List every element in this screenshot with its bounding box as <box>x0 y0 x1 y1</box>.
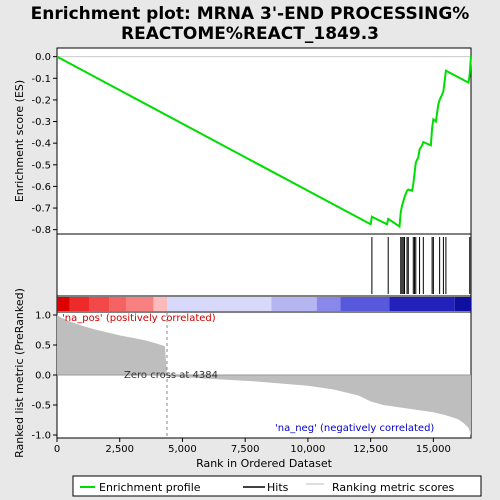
heat-band-segment-10 <box>389 297 454 311</box>
heat-band-segment-9 <box>341 297 390 311</box>
chart-title-line-1: Enrichment plot: MRNA 3'-END PROCESSING% <box>31 4 470 24</box>
es-y-tick-label-8: -0.8 <box>31 225 51 236</box>
heat-band-segment-5 <box>154 297 167 311</box>
x-tick-label-2: 5,000 <box>168 444 197 455</box>
x-tick-label-5: 12,500 <box>353 444 388 455</box>
pos-correlated-label: 'na_pos' (positively correlated) <box>62 313 216 324</box>
heat-band-segment-4 <box>126 297 154 311</box>
x-axis-label: Rank in Ordered Dataset <box>196 457 333 470</box>
x-tick-label-4: 10,000 <box>290 444 325 455</box>
es-y-tick-label-1: -0.1 <box>31 74 51 85</box>
heat-band-segment-11 <box>455 297 471 311</box>
heat-band <box>57 297 471 311</box>
neg-correlated-label: 'na_neg' (negatively correlated) <box>275 423 434 434</box>
x-axis: 0 2,500 5,000 7,500 10,000 12,500 15,000 <box>54 438 451 455</box>
es-y-tick-label-7: -0.7 <box>31 204 51 215</box>
es-y-axis: 0.0 -0.1 -0.2 -0.3 -0.4 -0.5 -0.6 -0.7 -0.8 <box>31 52 57 236</box>
metric-y-tick-label-3: -0.5 <box>31 401 51 412</box>
heat-band-segment-3 <box>110 297 126 311</box>
legend-hits-label: Hits <box>267 481 289 494</box>
chart-title-line-2: REACTOME%REACT_1849.3 <box>121 24 379 44</box>
legend-metric-label: Ranking metric scores <box>332 481 454 494</box>
es-y-tick-label-3: -0.3 <box>31 117 51 128</box>
x-tick-label-6: 15,000 <box>416 444 451 455</box>
metric-y-tick-label-1: 0.5 <box>35 341 51 352</box>
heat-band-segment-7 <box>272 297 317 311</box>
x-tick-label-3: 7,500 <box>231 444 260 455</box>
metric-y-tick-label-4: -1.0 <box>31 431 51 442</box>
heat-band-segment-2 <box>90 297 110 311</box>
metric-y-tick-label-2: 0.0 <box>35 371 51 382</box>
es-panel <box>57 48 471 234</box>
metric-y-axis-label: Ranked list metric (PreRanked) <box>13 288 26 458</box>
zero-cross-label: Zero cross at 4384 <box>124 370 218 381</box>
hits-panel <box>57 234 471 296</box>
heat-band-segment-6 <box>167 297 272 311</box>
es-y-tick-label-6: -0.6 <box>31 182 51 193</box>
es-y-tick-label-5: -0.5 <box>31 160 51 171</box>
metric-y-axis: 1.0 0.5 0.0 -0.5 -1.0 <box>31 311 57 442</box>
metric-y-tick-label-0: 1.0 <box>35 311 51 322</box>
x-tick-label-0: 0 <box>54 444 60 455</box>
es-y-tick-label-0: 0.0 <box>35 52 51 63</box>
legend-es-label: Enrichment profile <box>99 481 201 494</box>
es-y-axis-label: Enrichment score (ES) <box>13 80 26 202</box>
x-tick-label-1: 2,500 <box>105 444 134 455</box>
heat-band-segment-1 <box>70 297 90 311</box>
es-y-tick-label-2: -0.2 <box>31 95 51 106</box>
legend: Enrichment profile Hits Ranking metric s… <box>73 476 481 496</box>
heat-band-segment-8 <box>317 297 341 311</box>
es-y-tick-label-4: -0.4 <box>31 139 51 150</box>
heat-band-segment-0 <box>57 297 70 311</box>
